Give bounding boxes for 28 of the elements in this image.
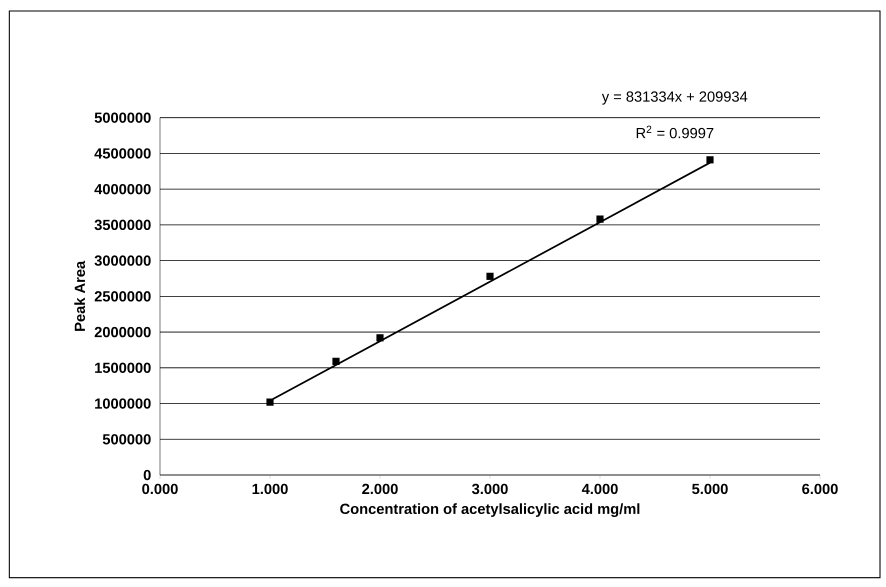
y-tick-label: 2000000 (94, 326, 151, 338)
x-tick-label: 3.000 (472, 484, 508, 494)
x-tick-label: 4.000 (582, 484, 618, 494)
x-tick-label: 0.000 (142, 484, 178, 494)
y-tick-label: 5000000 (94, 112, 151, 123)
y-tick-label: 1500000 (95, 362, 151, 373)
point (266, 398, 274, 406)
y-tick-label: 1000000 (95, 398, 151, 409)
y-tick-label: 3500000 (94, 220, 151, 230)
point (596, 216, 604, 223)
point (706, 156, 714, 164)
x-tick-label: 2.000 (362, 484, 398, 494)
x-tick-label: 1.000 (252, 484, 288, 494)
y-tick-label: 2500000 (94, 291, 151, 302)
text: y = 831334x + 209934 (602, 91, 748, 105)
point (376, 334, 384, 342)
y-axis-title: Peak Area (74, 260, 86, 331)
y-tick-label: 4000000 (94, 184, 151, 194)
x-tick-label: 6.000 (802, 484, 838, 494)
y-tick-label: 0 (144, 470, 151, 480)
point (332, 358, 340, 365)
x-tick-label: 5.000 (692, 484, 728, 494)
y-tick-label: 4500000 (94, 148, 151, 159)
y-tick-label: 500000 (102, 434, 151, 444)
annotation: R$^{2}$ = 0.9997 (636, 126, 714, 138)
x-axis-title: Concentration of acetylsalicylic acid mg/ml (340, 503, 640, 518)
y-tick-label: 3000000 (94, 255, 151, 266)
point (486, 272, 494, 280)
